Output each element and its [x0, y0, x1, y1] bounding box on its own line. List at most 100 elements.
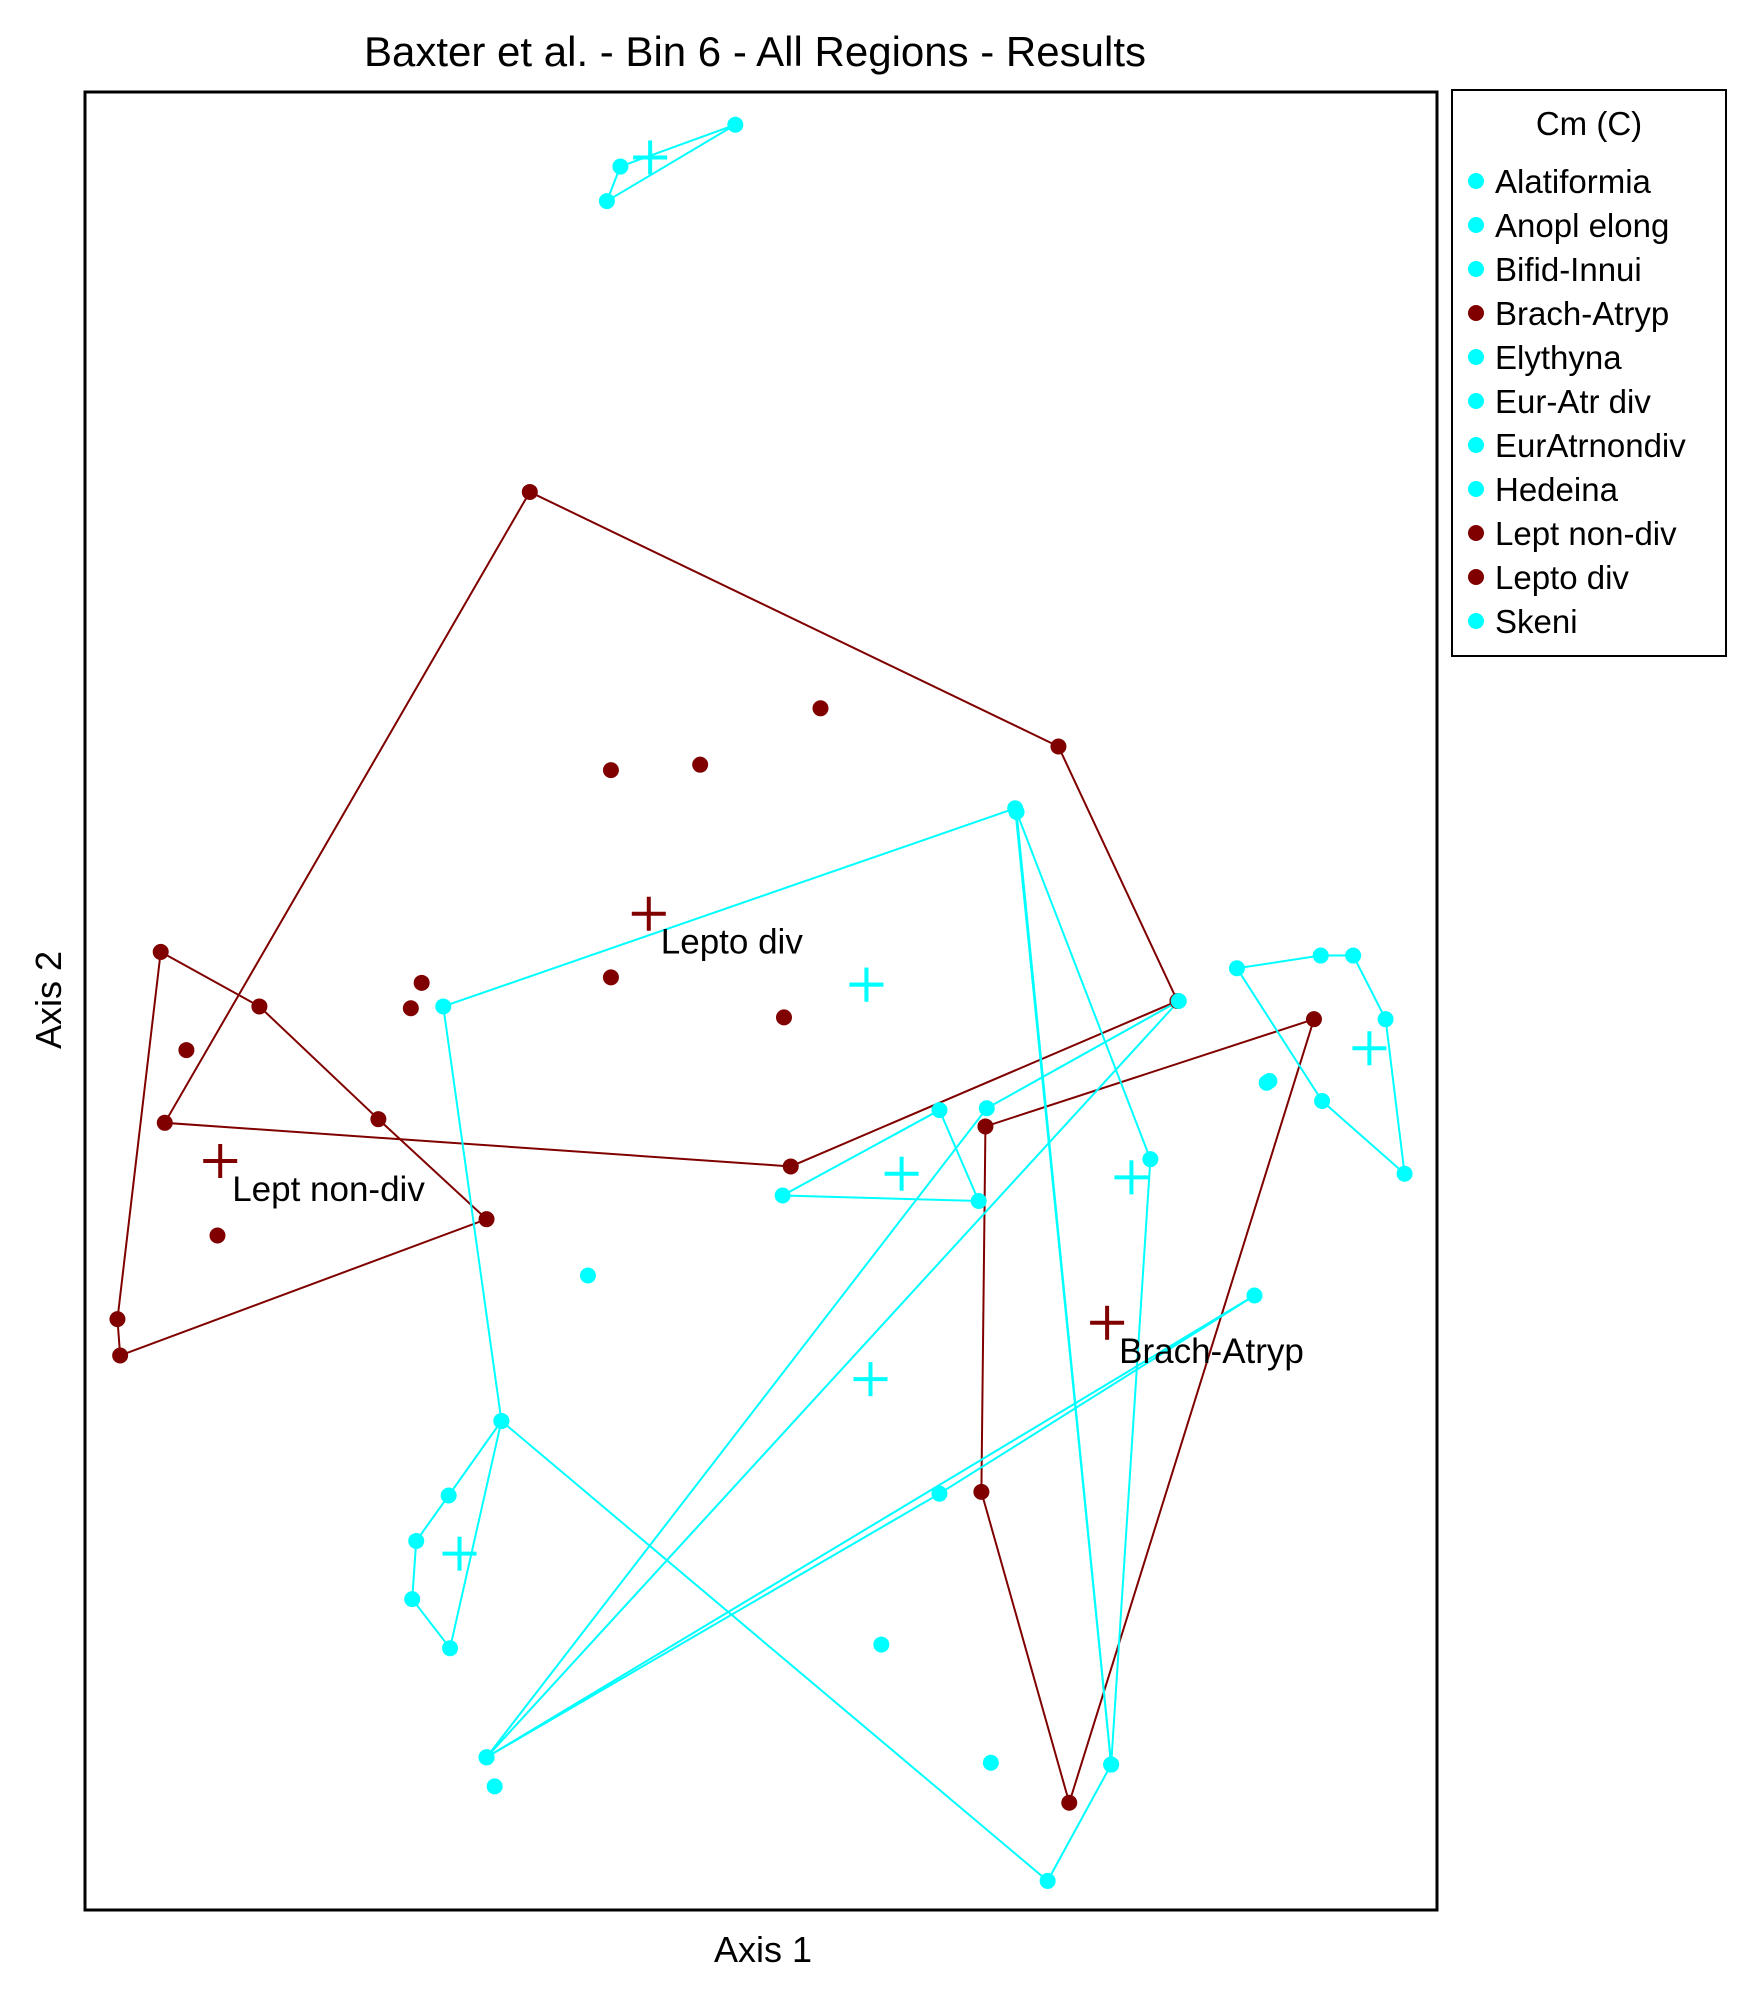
data-point — [1246, 1287, 1263, 1304]
data-point — [1050, 738, 1067, 755]
data-point — [977, 1118, 994, 1135]
plot-layer: Lepto div Lept non-div Brach-Atryp — [109, 116, 1413, 1889]
data-point — [521, 483, 538, 500]
legend-marker — [1468, 393, 1484, 409]
legend-label: Lepto div — [1495, 559, 1629, 596]
data-point — [413, 974, 430, 991]
data-point — [1007, 800, 1024, 817]
data-point — [435, 998, 452, 1015]
data-point — [973, 1483, 990, 1500]
data-point — [402, 1000, 419, 1017]
data-point — [408, 1532, 425, 1549]
hull-layer — [116, 123, 1406, 1883]
legend-marker — [1468, 349, 1484, 365]
data-point — [1039, 1872, 1056, 1889]
data-point — [493, 1412, 510, 1429]
point-layer — [109, 116, 1413, 1889]
legend-marker — [1468, 305, 1484, 321]
data-point — [1228, 960, 1245, 977]
data-point — [1142, 1151, 1159, 1168]
data-point — [782, 1158, 799, 1175]
data-point — [978, 1100, 995, 1117]
data-point — [982, 1754, 999, 1771]
data-point — [602, 969, 619, 986]
legend-title: Cm (C) — [1536, 105, 1642, 142]
data-point — [156, 1114, 173, 1131]
legend-marker — [1468, 261, 1484, 277]
group-hull — [485, 1000, 1180, 1758]
data-point — [178, 1042, 195, 1059]
group-hull — [604, 123, 736, 204]
group-hull — [442, 806, 1113, 1883]
legend-marker — [1468, 569, 1484, 585]
data-point — [404, 1591, 421, 1608]
legend-label: Brach-Atryp — [1495, 295, 1669, 332]
legend-marker — [1468, 481, 1484, 497]
data-point — [1258, 1074, 1275, 1091]
data-point — [1377, 1011, 1394, 1028]
legend-label: Lept non-div — [1495, 515, 1677, 552]
group-hull — [1235, 954, 1406, 1177]
legend-entries: Alatiformia Anopl elong Bifid-Innui Brach-A… — [1468, 163, 1686, 640]
legend: Cm (C) Alatiformia Anopl elong Bifid-Innui… — [1451, 89, 1727, 657]
data-point — [602, 762, 619, 779]
data-point — [1396, 1165, 1413, 1182]
legend-label: Bifid-Innui — [1495, 251, 1642, 288]
x-axis-label: Axis 1 — [714, 1929, 812, 1970]
data-point — [612, 158, 629, 175]
data-point — [440, 1487, 457, 1504]
data-point — [1061, 1794, 1078, 1811]
group-hull — [116, 950, 489, 1357]
data-point — [1312, 947, 1329, 964]
plot-area-frame — [83, 90, 1439, 1912]
centroid-layer: Lepto div Lept non-div Brach-Atryp — [203, 140, 1387, 1571]
data-point — [970, 1192, 987, 1209]
legend-label: EurAtrnondiv — [1495, 427, 1686, 464]
data-point — [209, 1227, 226, 1244]
data-point — [1103, 1756, 1120, 1773]
legend-frame — [1451, 89, 1727, 657]
data-point — [775, 1009, 792, 1026]
data-point — [1314, 1092, 1331, 1109]
data-point — [931, 1102, 948, 1119]
data-point — [579, 1267, 596, 1284]
group-hull — [163, 490, 1179, 1168]
legend-marker — [1468, 437, 1484, 453]
chart-title: Baxter et al. - Bin 6 - All Regions - Re… — [364, 28, 1146, 75]
data-point — [1345, 947, 1362, 964]
group-hull — [778, 1108, 981, 1203]
data-point — [112, 1347, 129, 1364]
legend-marker — [1468, 217, 1484, 233]
legend-label: Elythyna — [1495, 339, 1622, 376]
group-hull — [486, 1294, 1256, 1759]
group-label: Lept non-div — [232, 1170, 425, 1209]
data-point — [486, 1778, 503, 1795]
group-hull — [980, 1017, 1316, 1807]
data-point — [931, 1485, 948, 1502]
data-point — [727, 116, 744, 133]
data-point — [152, 943, 169, 960]
legend-marker — [1468, 525, 1484, 541]
group-label: Lepto div — [661, 923, 804, 962]
data-point — [442, 1640, 459, 1657]
legend-label: Alatiformia — [1495, 163, 1652, 200]
data-point — [251, 998, 268, 1015]
legend-label: Anopl elong — [1495, 207, 1669, 244]
data-point — [478, 1749, 495, 1766]
data-point — [1305, 1011, 1322, 1028]
data-point — [370, 1111, 387, 1128]
data-point — [692, 756, 709, 773]
legend-marker — [1468, 613, 1484, 629]
data-point — [1170, 993, 1187, 1009]
legend-marker — [1468, 173, 1484, 189]
data-point — [109, 1311, 126, 1328]
legend-label: Hedeina — [1495, 471, 1619, 508]
group-hull — [1015, 811, 1152, 1765]
legend-label: Skeni — [1495, 603, 1578, 640]
y-axis-label: Axis 2 — [28, 951, 69, 1049]
data-point — [478, 1211, 495, 1228]
data-point — [774, 1187, 791, 1204]
data-point — [873, 1636, 890, 1653]
data-point — [598, 193, 615, 210]
